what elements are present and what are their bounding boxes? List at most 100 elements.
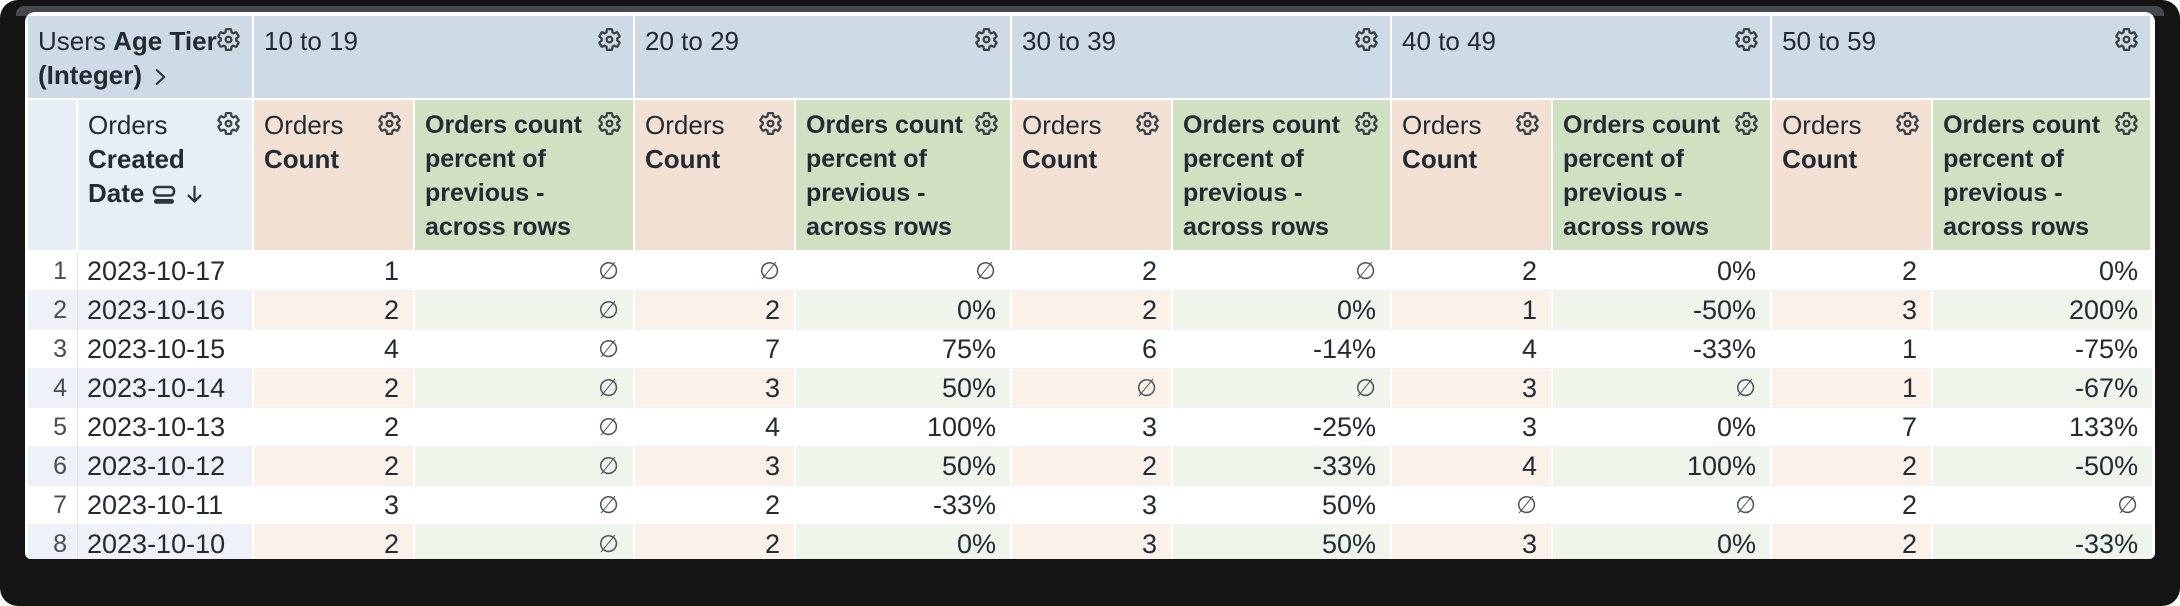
gear-icon[interactable] [215,110,242,137]
count-cell[interactable]: 2 [1772,525,1934,559]
percent-cell[interactable]: -33% [1933,525,2153,559]
percent-cell[interactable]: 0% [796,291,1013,330]
pivot-value-header-10-to-19[interactable]: 10 to 19 [254,16,636,100]
percent-cell[interactable]: -67% [1933,369,2153,408]
gear-icon[interactable] [215,26,242,53]
percent-cell[interactable]: -33% [1173,447,1393,486]
percent-cell[interactable]: 100% [1553,447,1773,486]
date-cell[interactable]: 2023-10-10 [78,525,254,559]
gear-icon[interactable] [1353,110,1380,137]
gear-icon[interactable] [1353,26,1380,53]
percent-cell[interactable]: 50% [1173,486,1393,525]
percent-cell[interactable]: 0% [796,525,1013,559]
gear-icon[interactable] [596,26,623,53]
gear-icon[interactable] [376,110,403,137]
percent-cell[interactable]: ∅ [415,291,636,330]
gear-icon[interactable] [1733,110,1760,137]
percent-cell[interactable]: -14% [1173,330,1393,369]
count-cell[interactable]: 3 [1012,408,1174,447]
count-cell[interactable]: 4 [1392,330,1554,369]
percent-calc-header[interactable]: Orders count percent of previous - acros… [1553,100,1773,252]
count-cell[interactable]: 2 [635,486,797,525]
date-cell[interactable]: 2023-10-11 [78,486,254,525]
count-cell[interactable]: 3 [1012,525,1174,559]
count-cell[interactable]: 2 [254,408,415,447]
dimension-header-cell[interactable]: Users Age Tier (Integer) [28,16,254,100]
gear-icon[interactable] [1733,26,1760,53]
count-cell[interactable]: 3 [254,486,415,525]
percent-cell[interactable]: 0% [1173,291,1393,330]
date-cell[interactable]: 2023-10-17 [78,252,254,291]
pivot-value-header-50-to-59[interactable]: 50 to 59 [1772,16,2153,100]
count-cell[interactable]: 1 [1392,291,1554,330]
percent-cell[interactable]: 200% [1933,291,2153,330]
count-cell[interactable]: 2 [254,291,415,330]
pivot-value-header-40-to-49[interactable]: 40 to 49 [1392,16,1773,100]
gear-icon[interactable] [757,110,784,137]
date-cell[interactable]: 2023-10-15 [78,330,254,369]
pivot-value-header-20-to-29[interactable]: 20 to 29 [635,16,1013,100]
percent-cell[interactable]: ∅ [415,447,636,486]
count-cell[interactable]: 2 [254,525,415,559]
percent-cell[interactable]: ∅ [1553,486,1773,525]
count-cell[interactable]: 2 [1392,252,1554,291]
count-measure-header[interactable]: Orders Count [635,100,797,252]
count-cell[interactable]: 2 [1772,447,1934,486]
percent-cell[interactable]: ∅ [1173,252,1393,291]
count-cell[interactable]: 1 [1772,369,1934,408]
percent-cell[interactable]: ∅ [415,486,636,525]
count-cell[interactable]: 2 [1012,291,1174,330]
date-cell[interactable]: 2023-10-13 [78,408,254,447]
count-cell[interactable]: 6 [1012,330,1174,369]
count-cell[interactable]: 3 [635,369,797,408]
count-cell[interactable]: 1 [1772,330,1934,369]
count-cell[interactable]: 4 [635,408,797,447]
percent-cell[interactable]: ∅ [415,330,636,369]
count-cell[interactable]: 2 [1012,447,1174,486]
count-cell[interactable]: 2 [1772,486,1934,525]
count-cell[interactable]: 3 [1012,486,1174,525]
count-cell[interactable]: 1 [254,252,415,291]
subtotal-icon[interactable] [152,184,176,206]
count-cell[interactable]: ∅ [1392,486,1554,525]
gear-icon[interactable] [2113,110,2140,137]
date-cell[interactable]: 2023-10-12 [78,447,254,486]
percent-calc-header[interactable]: Orders count percent of previous - acros… [1933,100,2153,252]
percent-cell[interactable]: -50% [1553,291,1773,330]
percent-cell[interactable]: -33% [796,486,1013,525]
percent-cell[interactable]: 50% [1173,525,1393,559]
percent-cell[interactable]: 0% [1933,252,2153,291]
percent-cell[interactable]: 0% [1553,252,1773,291]
count-cell[interactable]: 7 [1772,408,1934,447]
percent-cell[interactable]: ∅ [415,369,636,408]
percent-cell[interactable]: -75% [1933,330,2153,369]
count-cell[interactable]: 2 [1772,252,1934,291]
gear-icon[interactable] [973,26,1000,53]
percent-cell[interactable]: -50% [1933,447,2153,486]
percent-cell[interactable]: 75% [796,330,1013,369]
date-cell[interactable]: 2023-10-14 [78,369,254,408]
percent-cell[interactable]: -33% [1553,330,1773,369]
percent-cell[interactable]: ∅ [415,525,636,559]
gear-icon[interactable] [1894,110,1921,137]
arrow-down-icon[interactable] [183,183,206,206]
percent-calc-header[interactable]: Orders count percent of previous - acros… [415,100,636,252]
count-cell[interactable]: 4 [254,330,415,369]
count-cell[interactable]: 3 [1772,291,1934,330]
gear-icon[interactable] [596,110,623,137]
pivot-value-header-30-to-39[interactable]: 30 to 39 [1012,16,1393,100]
row-field-header[interactable]: Orders Created Date [78,100,254,252]
gear-icon[interactable] [973,110,1000,137]
percent-cell[interactable]: 50% [796,447,1013,486]
percent-cell[interactable]: 0% [1553,408,1773,447]
count-cell[interactable]: 3 [1392,369,1554,408]
count-cell[interactable]: 2 [254,369,415,408]
percent-calc-header[interactable]: Orders count percent of previous - acros… [796,100,1013,252]
percent-cell[interactable]: ∅ [1933,486,2153,525]
count-cell[interactable]: ∅ [1012,369,1174,408]
count-cell[interactable]: 3 [635,447,797,486]
gear-icon[interactable] [1134,110,1161,137]
gear-icon[interactable] [2113,26,2140,53]
date-cell[interactable]: 2023-10-16 [78,291,254,330]
count-cell[interactable]: 4 [1392,447,1554,486]
